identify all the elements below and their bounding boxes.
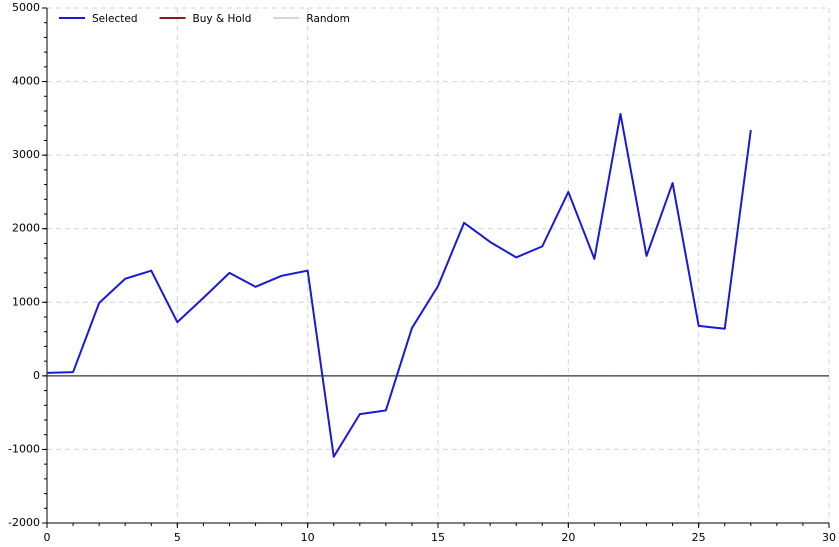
- x-tick-label: 0: [44, 531, 51, 544]
- y-tick-label: 3000: [12, 148, 40, 161]
- y-tick-label: 4000: [12, 75, 40, 88]
- legend-label: Selected: [92, 13, 138, 25]
- y-tick-label: 5000: [12, 1, 40, 14]
- y-tick-label: 1000: [12, 295, 40, 308]
- x-tick-label: 25: [692, 531, 706, 544]
- y-tick-label: -1000: [8, 442, 40, 455]
- x-tick-label: 10: [301, 531, 315, 544]
- legend-label: Random: [306, 13, 349, 25]
- x-tick-label: 30: [822, 531, 836, 544]
- legend-label: Buy & Hold: [193, 13, 252, 25]
- series-line: [46, 112, 752, 458]
- y-tick-label: -2000: [8, 516, 40, 529]
- x-tick-label: 15: [431, 531, 445, 544]
- x-tick-label: 20: [561, 531, 575, 544]
- legend: Selected Buy & Hold Random: [59, 13, 350, 25]
- y-tick-label: 2000: [12, 222, 40, 235]
- y-tick-label: 0: [33, 369, 40, 382]
- x-tick-label: 5: [174, 531, 181, 544]
